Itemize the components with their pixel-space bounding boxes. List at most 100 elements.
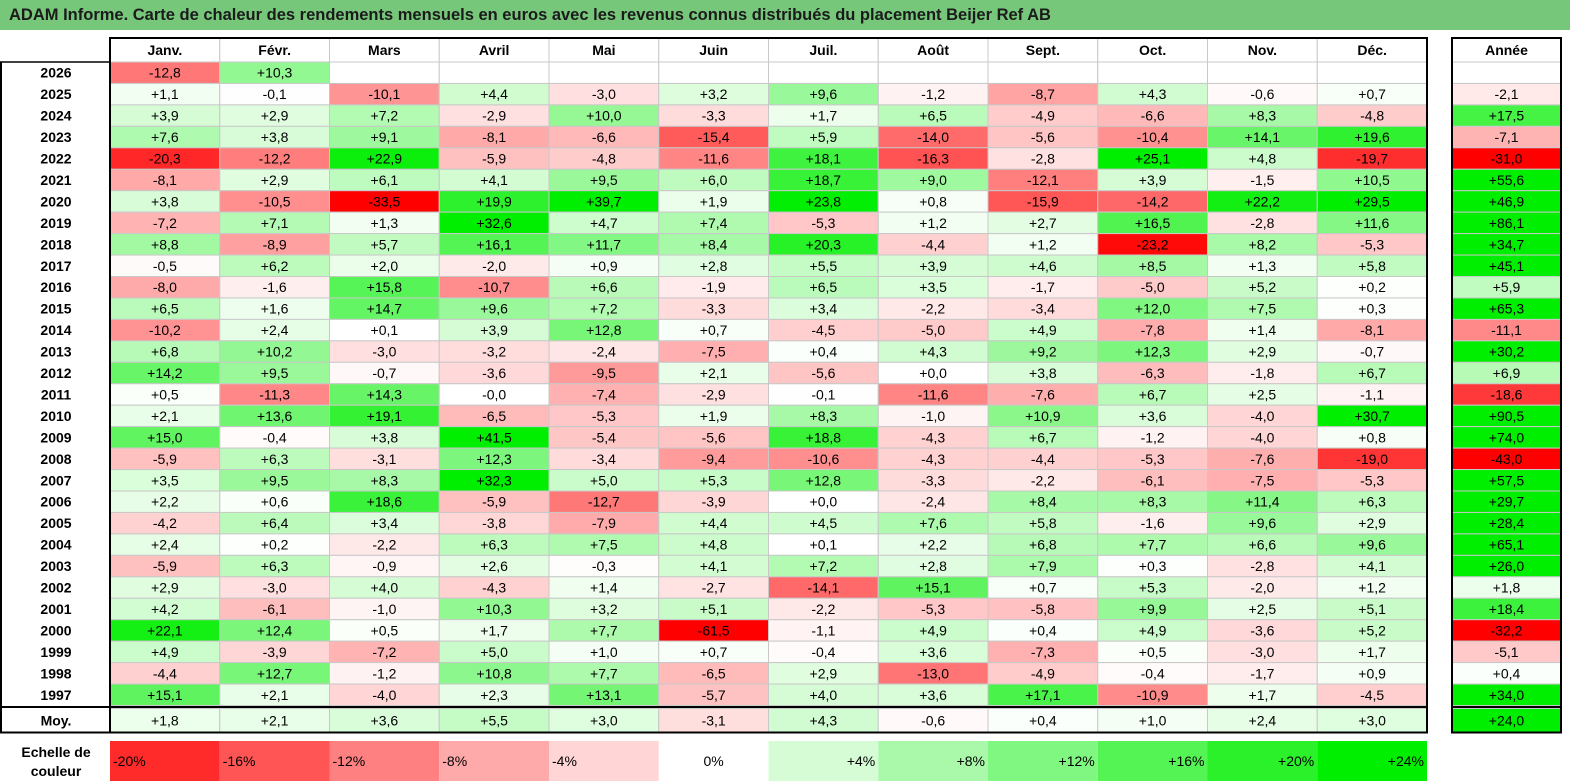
- year-header-label: Année: [1485, 42, 1528, 58]
- heatmap-cell-value: +0,8: [919, 193, 947, 209]
- heatmap-cell-value: -3,2: [482, 344, 506, 360]
- heatmap-cell-value: +7,5: [590, 537, 618, 553]
- heatmap-cell-value: +9,1: [371, 129, 399, 145]
- row-label-cell: [0, 362, 110, 384]
- heatmap-cell-value: +4,4: [700, 515, 728, 531]
- row-label: 2001: [40, 601, 71, 617]
- heatmap-cell-value: -2,2: [811, 601, 835, 617]
- heatmap-cell-value: +2,1: [151, 408, 179, 424]
- heatmap-cell-value: -5,0: [1141, 279, 1165, 295]
- heatmap-cell-value: -7,6: [1250, 451, 1274, 467]
- heatmap-cell-value: +19,9: [476, 193, 512, 209]
- heatmap-cell-value: +12,3: [476, 451, 512, 467]
- year-total-value: +45,1: [1489, 258, 1525, 274]
- heatmap-cell-value: +0,7: [700, 644, 728, 660]
- heatmap-cell-value: -5,4: [592, 429, 616, 445]
- heatmap-cell-value: +2,9: [1358, 515, 1386, 531]
- heatmap-cell-value: +10,5: [1354, 172, 1390, 188]
- legend-stop-label: +20%: [1278, 753, 1314, 769]
- heatmap-cell-value: -1,0: [372, 601, 396, 617]
- legend-swatch: [219, 741, 330, 781]
- legend-stop-label: +24%: [1388, 753, 1424, 769]
- year-total-value: +6,9: [1493, 365, 1521, 381]
- heatmap-cell-value: -12,2: [259, 151, 291, 167]
- heatmap-cell-value: -2,7: [702, 580, 726, 596]
- legend-swatch: [439, 741, 549, 781]
- heatmap-cell-value: -0,4: [1141, 665, 1165, 681]
- heatmap-cell-value: -5,6: [811, 365, 835, 381]
- heatmap-cell: [877, 61, 989, 84]
- heatmap-cell-value: +2,9: [1249, 344, 1277, 360]
- heatmap-cell-value: +0,5: [371, 622, 399, 638]
- heatmap-cell-value: -4,4: [1031, 451, 1055, 467]
- heatmap-cell-value: -1,6: [1141, 515, 1165, 531]
- heatmap-cell-value: +7,4: [700, 215, 728, 231]
- heatmap-cell-value: -8,9: [263, 236, 287, 252]
- heatmap-cell-value: +7,2: [371, 108, 399, 124]
- heatmap-cell-value: +5,8: [1358, 258, 1386, 274]
- year-total-cell: [1451, 708, 1562, 733]
- heatmap-cell-value: -8,7: [1031, 86, 1055, 102]
- heatmap-cell-value: +0,5: [1139, 644, 1167, 660]
- heatmap-cell-value: +1,4: [1249, 322, 1277, 338]
- heatmap-cell-value: +9,2: [1029, 344, 1057, 360]
- heatmap-cell: [768, 708, 879, 733]
- heatmap-cell-value: -4,3: [921, 429, 945, 445]
- heatmap-cell-value: +5,3: [700, 472, 728, 488]
- heatmap-cell-value: -15,9: [1027, 193, 1059, 209]
- heatmap-cell-value: +4,2: [151, 601, 179, 617]
- heatmap-cell-value: +4,9: [151, 644, 179, 660]
- month-header-label: Janv.: [147, 42, 182, 58]
- heatmap-cell-value: +3,8: [371, 429, 399, 445]
- heatmap-cell-value: -10,5: [259, 193, 291, 209]
- heatmap-cell: [658, 708, 769, 733]
- heatmap-cell-value: +8,3: [810, 408, 838, 424]
- legend-stop-label: +8%: [957, 753, 985, 769]
- heatmap-cell-value: +6,5: [919, 108, 947, 124]
- heatmap-cell-value: +2,2: [151, 494, 179, 510]
- heatmap-cell-value: +8,5: [1139, 258, 1167, 274]
- heatmap-cell-value: -10,7: [478, 279, 510, 295]
- legend-swatch: [110, 741, 220, 781]
- heatmap-cell-value: +9,5: [261, 472, 289, 488]
- legend-stop-label: 0%: [704, 753, 724, 769]
- row-label-cell: [0, 212, 110, 234]
- legend-swatch: [1317, 741, 1427, 781]
- heatmap-cell-value: +6,6: [1249, 537, 1277, 553]
- heatmap-cell-value: +6,7: [1139, 386, 1167, 402]
- row-label-cell: [0, 319, 110, 341]
- heatmap-cell-value: +2,0: [371, 258, 399, 274]
- heatmap-cell-value: -0,6: [1250, 86, 1274, 102]
- heatmap-cell-value: -19,7: [1356, 151, 1388, 167]
- month-header-cell: [109, 37, 221, 63]
- heatmap-cell-value: -19,0: [1356, 451, 1388, 467]
- legend-swatch: [1207, 741, 1318, 781]
- heatmap-cell-value: +8,3: [1249, 108, 1277, 124]
- heatmap-cell-value: +5,7: [371, 236, 399, 252]
- heatmap-cell-value: -6,6: [1141, 108, 1165, 124]
- row-label-cell: [0, 190, 110, 213]
- row-label: 2023: [40, 129, 71, 145]
- legend-swatch: [1097, 741, 1208, 781]
- heatmap-cell-value: +0,2: [1358, 279, 1386, 295]
- heatmap-cell-value: -5,3: [592, 408, 616, 424]
- row-label: 2009: [40, 429, 71, 445]
- heatmap-cell-value: +0,9: [1358, 665, 1386, 681]
- heatmap-cell-value: -10,6: [807, 451, 839, 467]
- heatmap-cell-value: -4,0: [372, 687, 396, 703]
- row-label: 1997: [40, 687, 71, 703]
- heatmap-cell-value: +5,5: [480, 713, 508, 729]
- heatmap-cell-value: +4,3: [1139, 86, 1167, 102]
- heatmap-cell-value: +9,6: [480, 301, 508, 317]
- heatmap-cell-value: -2,2: [921, 301, 945, 317]
- heatmap-cell-value: -0,4: [263, 429, 287, 445]
- month-header-label: Mai: [592, 42, 615, 58]
- heatmap-cell-value: -1,1: [811, 622, 835, 638]
- heatmap-cell-value: +2,3: [480, 687, 508, 703]
- heatmap-cell-value: +15,1: [915, 580, 951, 596]
- heatmap-cell-value: +3,0: [590, 713, 618, 729]
- heatmap-cell-value: +9,0: [919, 172, 947, 188]
- heatmap-cell-value: -11,6: [698, 151, 729, 167]
- row-label: 2021: [40, 172, 71, 188]
- heatmap-cell-value: -10,9: [1137, 687, 1169, 703]
